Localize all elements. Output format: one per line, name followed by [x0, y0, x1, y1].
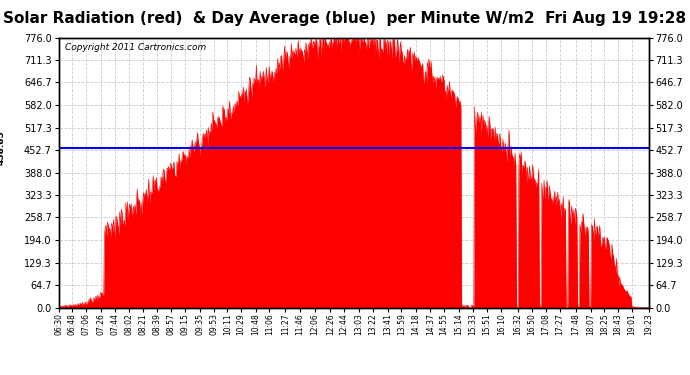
Text: Solar Radiation (red)  & Day Average (blue)  per Minute W/m2  Fri Aug 19 19:28: Solar Radiation (red) & Day Average (blu…: [3, 11, 687, 26]
Text: 458.85: 458.85: [0, 130, 6, 165]
Text: Copyright 2011 Cartronics.com: Copyright 2011 Cartronics.com: [65, 43, 206, 52]
